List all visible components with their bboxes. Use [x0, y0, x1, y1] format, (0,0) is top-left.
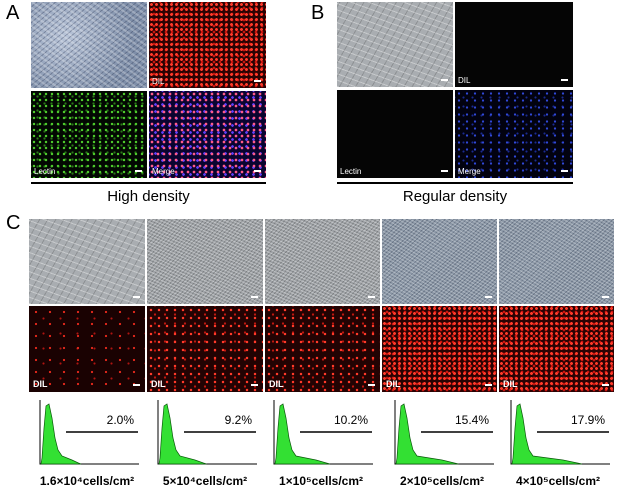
panel-b-lectin-image: Lectin: [337, 90, 453, 178]
panel-c-dil-image-1: DIL: [29, 306, 145, 392]
panel-a-lectin-label: Lectin: [34, 167, 56, 176]
panel-b-phase-image: [337, 2, 453, 87]
flow-histogram-5: 17.9%: [510, 400, 610, 465]
density-label: 1.6×10⁴cells/cm²: [39, 474, 135, 488]
panel-b-merge-label: Merge: [458, 167, 481, 176]
histogram-peak: [395, 403, 459, 465]
histogram-percent: 10.2%: [334, 413, 368, 427]
panel-b-dil-label: DIL: [458, 76, 471, 85]
scale-bar: [602, 296, 609, 298]
flow-histogram-2: 9.2%: [157, 400, 257, 465]
scale-bar: [602, 384, 609, 386]
panel-c-dil-label: DIL: [33, 379, 48, 389]
scale-bar: [368, 384, 375, 386]
histogram-percent: 15.4%: [455, 413, 489, 427]
scale-bar: [485, 296, 492, 298]
histogram-percent: 9.2%: [225, 413, 253, 427]
panel-a-rule: [31, 182, 266, 184]
panel-c-dil-image-2: DIL: [147, 306, 263, 392]
panel-b-caption: Regular density: [402, 188, 508, 205]
panel-letter-c: C: [6, 212, 21, 234]
panel-b-rule: [337, 182, 573, 184]
panel-a-merge-image: Merge: [149, 91, 266, 178]
panel-c-dil-label: DIL: [386, 379, 401, 389]
scale-bar: [485, 384, 492, 386]
scale-bar: [251, 384, 258, 386]
density-label: 2×10⁵cells/cm²: [399, 474, 485, 488]
panel-a-caption: High density: [107, 188, 190, 205]
flow-histogram-4: 15.4%: [394, 400, 494, 465]
scale-bar: [133, 384, 140, 386]
panel-c-phase-image-2: [147, 219, 263, 304]
scale-bar: [135, 170, 142, 172]
histogram-peak: [274, 403, 331, 465]
density-label: 1×10⁵cells/cm²: [278, 474, 364, 488]
scale-bar: [561, 79, 568, 81]
panel-b-lectin-label: Lectin: [340, 167, 362, 176]
panel-a-phase-image: [31, 2, 147, 88]
flow-histogram-1: 2.0%: [39, 400, 139, 465]
panel-c-dil-image-3: DIL: [265, 306, 380, 392]
panel-c-dil-image-4: DIL: [382, 306, 497, 392]
histogram-axes: [273, 400, 373, 465]
panel-letter-b: B: [311, 2, 325, 24]
panel-b-dil-image: DIL: [455, 2, 573, 87]
scale-bar: [254, 170, 261, 172]
panel-c-dil-label: DIL: [503, 379, 518, 389]
histogram-percent: 17.9%: [571, 413, 605, 427]
histogram-peak: [158, 403, 207, 465]
panel-c-dil-label: DIL: [269, 379, 284, 389]
scale-bar: [441, 79, 448, 81]
panel-c-phase-image-4: [382, 219, 497, 304]
scale-bar: [368, 296, 375, 298]
panel-a-merge-label: Merge: [152, 167, 175, 176]
panel-c-dil-label: DIL: [151, 379, 166, 389]
panel-letter-a: A: [6, 2, 20, 24]
scale-bar: [254, 80, 261, 82]
panel-a-dil-image: DIL: [149, 2, 266, 88]
histogram-peak: [40, 403, 82, 465]
histogram-percent: 2.0%: [107, 413, 135, 427]
density-label: 4×10⁵cells/cm²: [515, 474, 601, 488]
scale-bar: [441, 170, 448, 172]
histogram-peak: [511, 403, 583, 465]
panel-c-phase-image-3: [265, 219, 380, 304]
panel-a-lectin-image: Lectin: [31, 91, 147, 178]
histogram-axes: [39, 400, 139, 465]
panel-c-phase-image-5: [499, 219, 614, 304]
density-label: 5×10⁴cells/cm²: [162, 474, 248, 488]
flow-histogram-3: 10.2%: [273, 400, 373, 465]
panel-a-dil-label: DIL: [152, 77, 165, 86]
panel-c-phase-image-1: [29, 219, 145, 304]
histogram-axes: [157, 400, 257, 465]
histogram-axes: [394, 400, 494, 465]
scale-bar: [561, 170, 568, 172]
panel-b-merge-image: Merge: [455, 90, 573, 178]
panel-c-dil-image-5: DIL: [499, 306, 614, 392]
scale-bar: [251, 296, 258, 298]
scale-bar: [133, 296, 140, 298]
